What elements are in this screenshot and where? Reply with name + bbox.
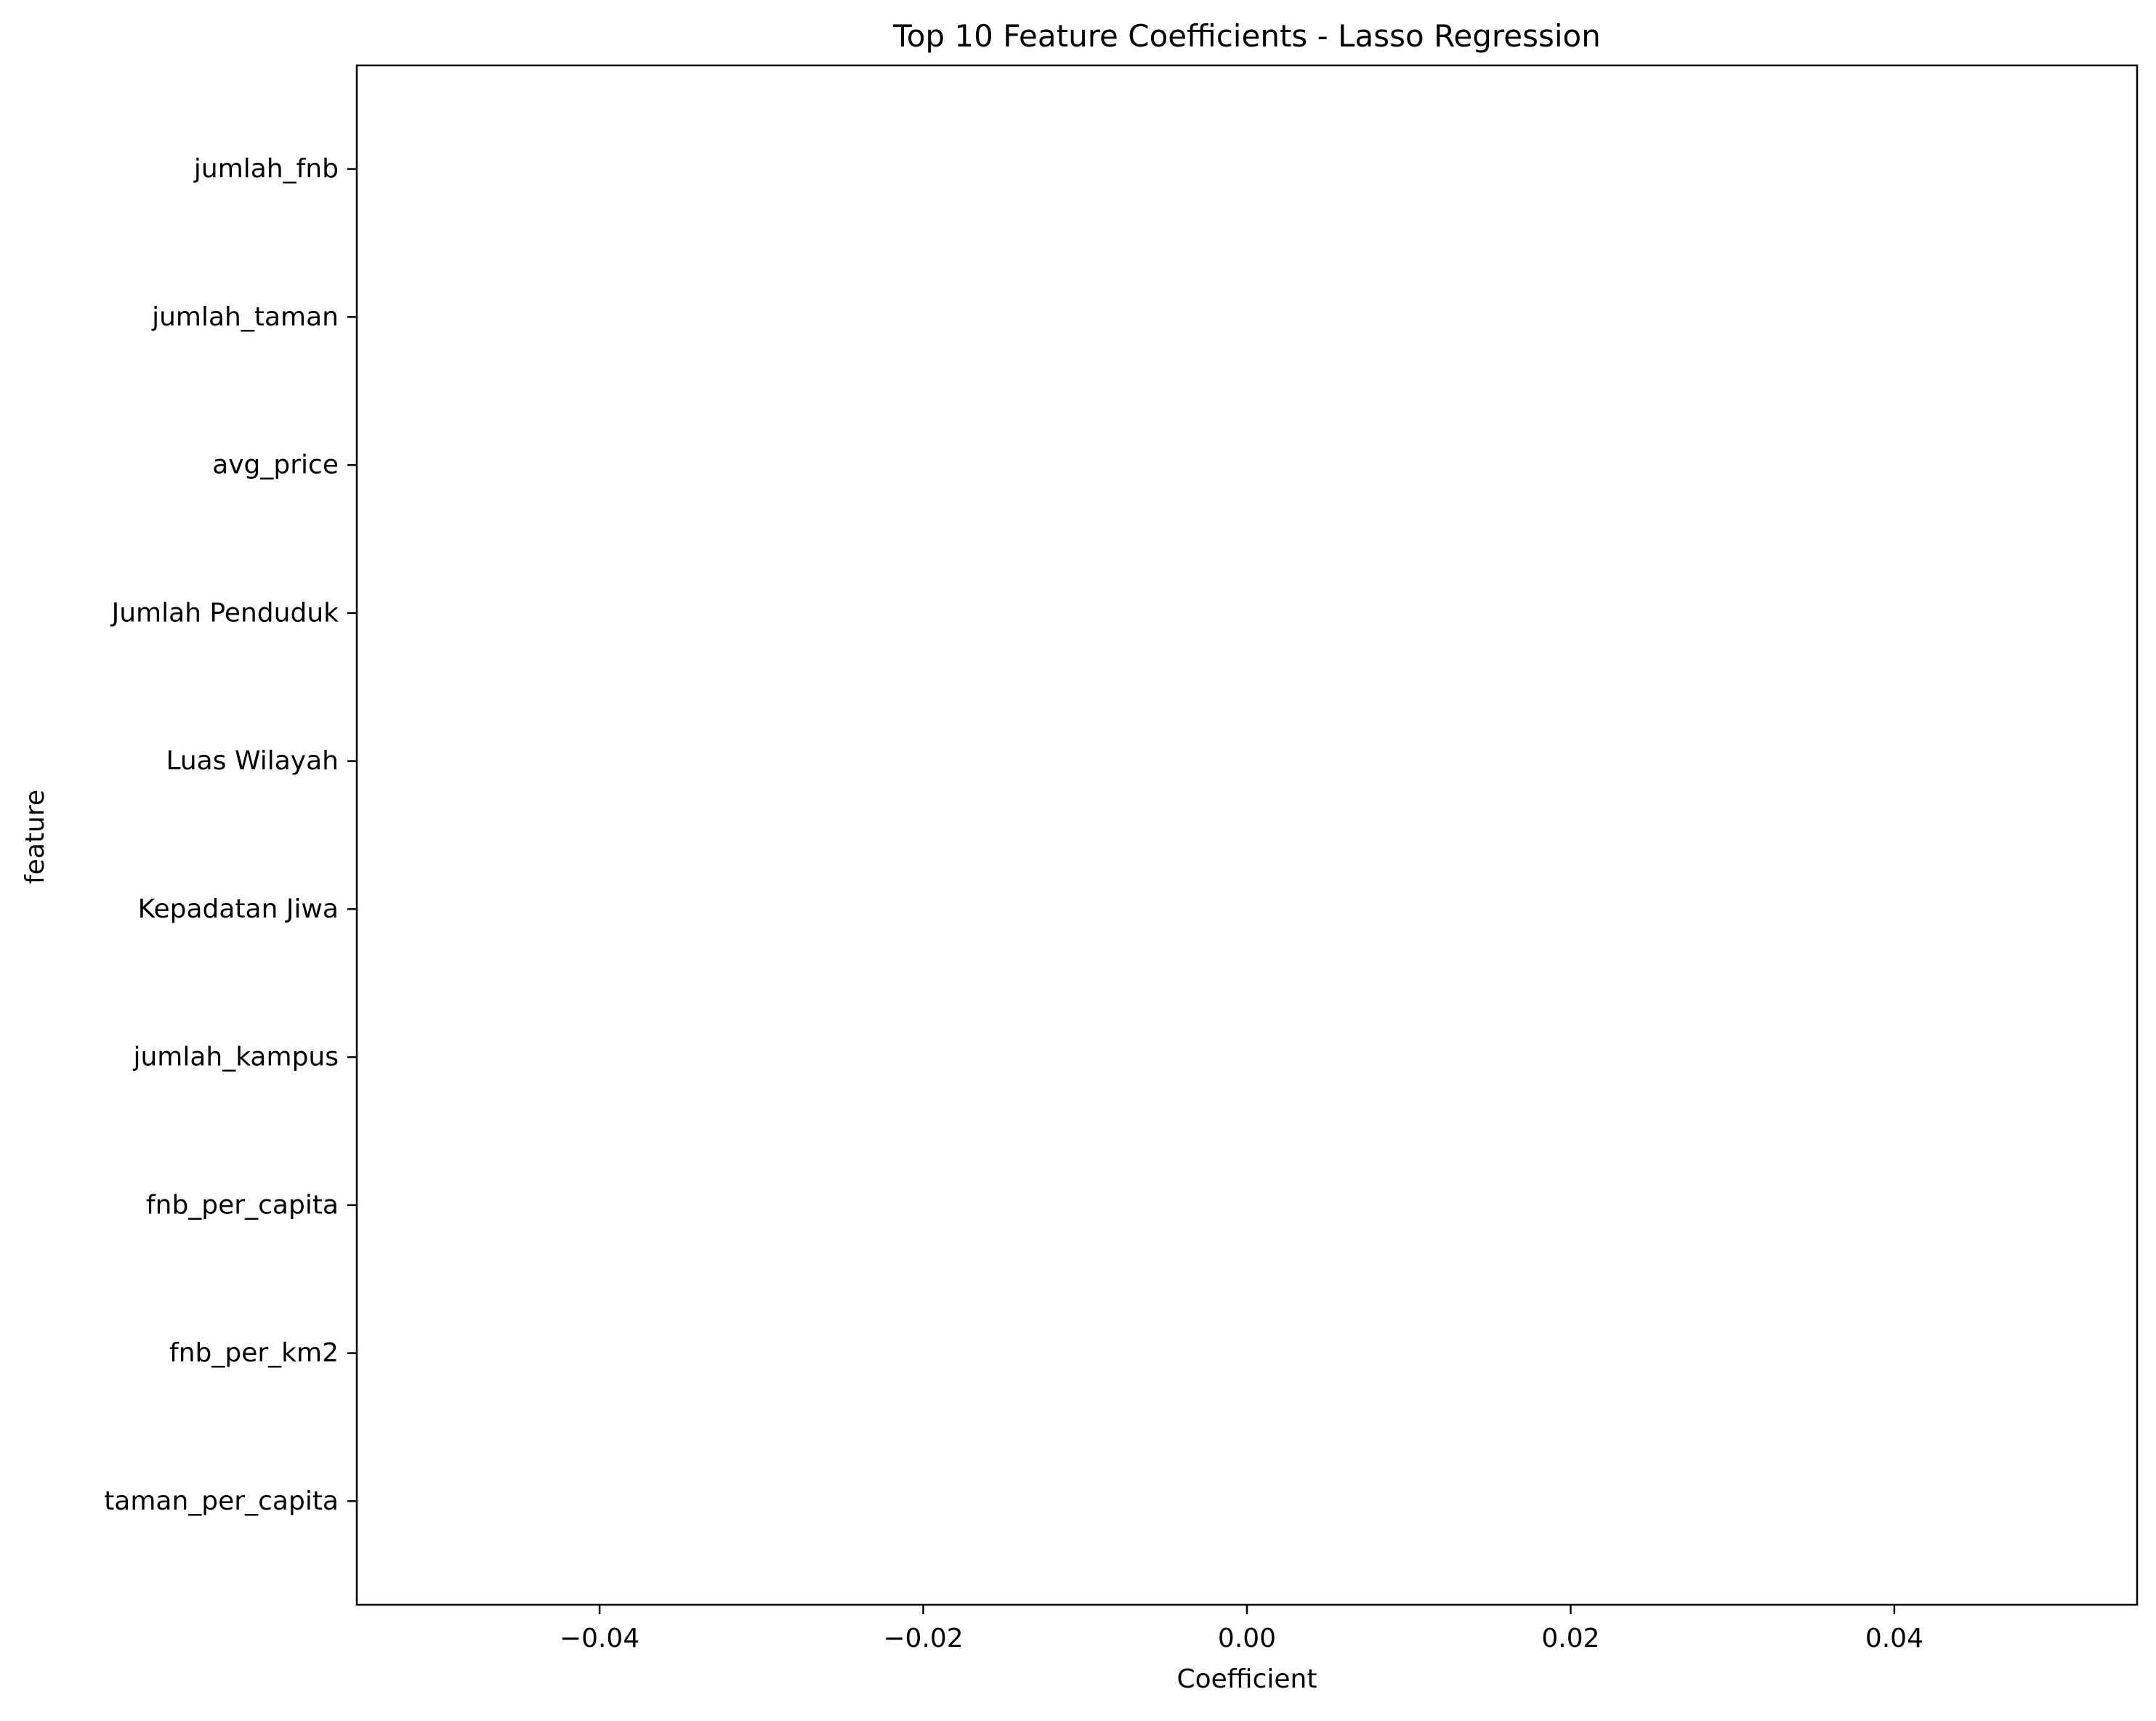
plot-area: jumlah_fnb jumlah_taman avg_price Jumlah Pe… xyxy=(104,64,2139,1653)
chart-title: Top 10 Feature Coefficients - Lasso Regr… xyxy=(892,18,1601,54)
y-axis-label: feature xyxy=(20,790,50,884)
y-tick-label: fnb_per_capita xyxy=(146,1190,339,1220)
y-tick-label: jumlah_taman xyxy=(151,302,339,332)
y-tick-label: Kepadatan Jiwa xyxy=(138,894,339,924)
y-tick-label: Jumlah Penduduk xyxy=(110,598,339,628)
y-tick-label: jumlah_fnb xyxy=(193,154,339,184)
x-axis-label: Coefficient xyxy=(1177,1664,1317,1694)
x-tick-label: −0.02 xyxy=(883,1624,963,1653)
x-tick-label: 0.02 xyxy=(1541,1624,1599,1653)
y-tick-label: avg_price xyxy=(212,450,339,480)
y-tick-label: Luas Wilayah xyxy=(166,746,339,776)
x-tick-label: 0.04 xyxy=(1865,1624,1923,1653)
y-tick-label: taman_per_capita xyxy=(104,1486,339,1516)
y-tick-label: jumlah_kampus xyxy=(132,1042,339,1072)
y-tick-label: fnb_per_km2 xyxy=(169,1338,339,1368)
x-tick-label: 0.00 xyxy=(1218,1624,1276,1653)
x-tick-label: −0.04 xyxy=(560,1624,639,1653)
